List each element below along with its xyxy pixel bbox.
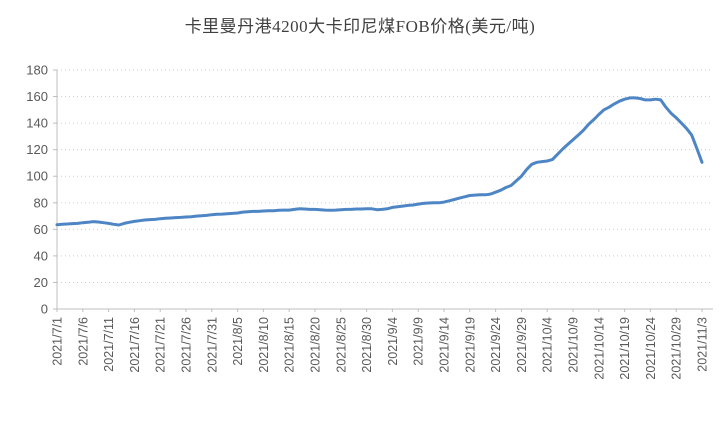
y-tick-label: 140 [26, 116, 48, 131]
x-tick-label: 2021/8/20 [309, 317, 323, 373]
x-tick-label: 2021/11/3 [696, 317, 710, 372]
x-tick-label: 2021/9/4 [386, 317, 400, 366]
x-tick-label: 2021/8/5 [231, 317, 245, 366]
x-tick-label: 2021/10/14 [592, 317, 606, 380]
x-tick-label: 2021/10/9 [567, 317, 581, 373]
x-tick-label: 2021/9/29 [515, 317, 529, 373]
x-tick-label: 2021/10/4 [541, 317, 555, 373]
chart-title: 卡里曼丹港4200大卡印尼煤FOB价格(美元/吨) [184, 17, 536, 36]
y-tick-label: 40 [34, 248, 48, 263]
y-tick-label: 180 [26, 63, 48, 78]
y-tick-label: 120 [26, 142, 48, 157]
x-tick-label: 2021/7/11 [102, 317, 116, 372]
y-tick-label: 100 [26, 169, 48, 184]
y-tick-label: 60 [34, 222, 48, 237]
x-tick-label: 2021/10/19 [618, 317, 632, 380]
x-tick-label: 2021/7/16 [128, 317, 142, 373]
y-tick-label: 160 [26, 89, 48, 104]
x-tick-label: 2021/9/19 [463, 317, 477, 373]
x-tick-label: 2021/8/30 [360, 317, 374, 373]
x-tick-label: 2021/8/25 [334, 317, 348, 373]
x-tick-label: 2021/7/31 [205, 317, 219, 373]
price-line-series [55, 96, 704, 227]
x-tick-label: 2021/7/1 [51, 317, 65, 366]
x-tick-label: 2021/9/14 [438, 317, 452, 373]
x-tick-label: 2021/10/24 [644, 317, 658, 380]
x-tick-label: 2021/10/29 [670, 317, 684, 380]
y-tick-label: 80 [34, 195, 48, 210]
x-tick-label: 2021/7/26 [180, 317, 194, 373]
x-tick-label: 2021/9/9 [412, 317, 426, 366]
x-tick-label: 2021/7/6 [76, 317, 90, 366]
y-tick-label: 0 [41, 302, 48, 317]
y-tick-label: 20 [34, 275, 48, 290]
x-tick-label: 2021/8/10 [257, 317, 271, 373]
x-tick-label: 2021/9/24 [489, 317, 503, 373]
x-tick-label: 2021/7/21 [154, 317, 168, 373]
x-tick-label: 2021/8/15 [283, 317, 297, 373]
